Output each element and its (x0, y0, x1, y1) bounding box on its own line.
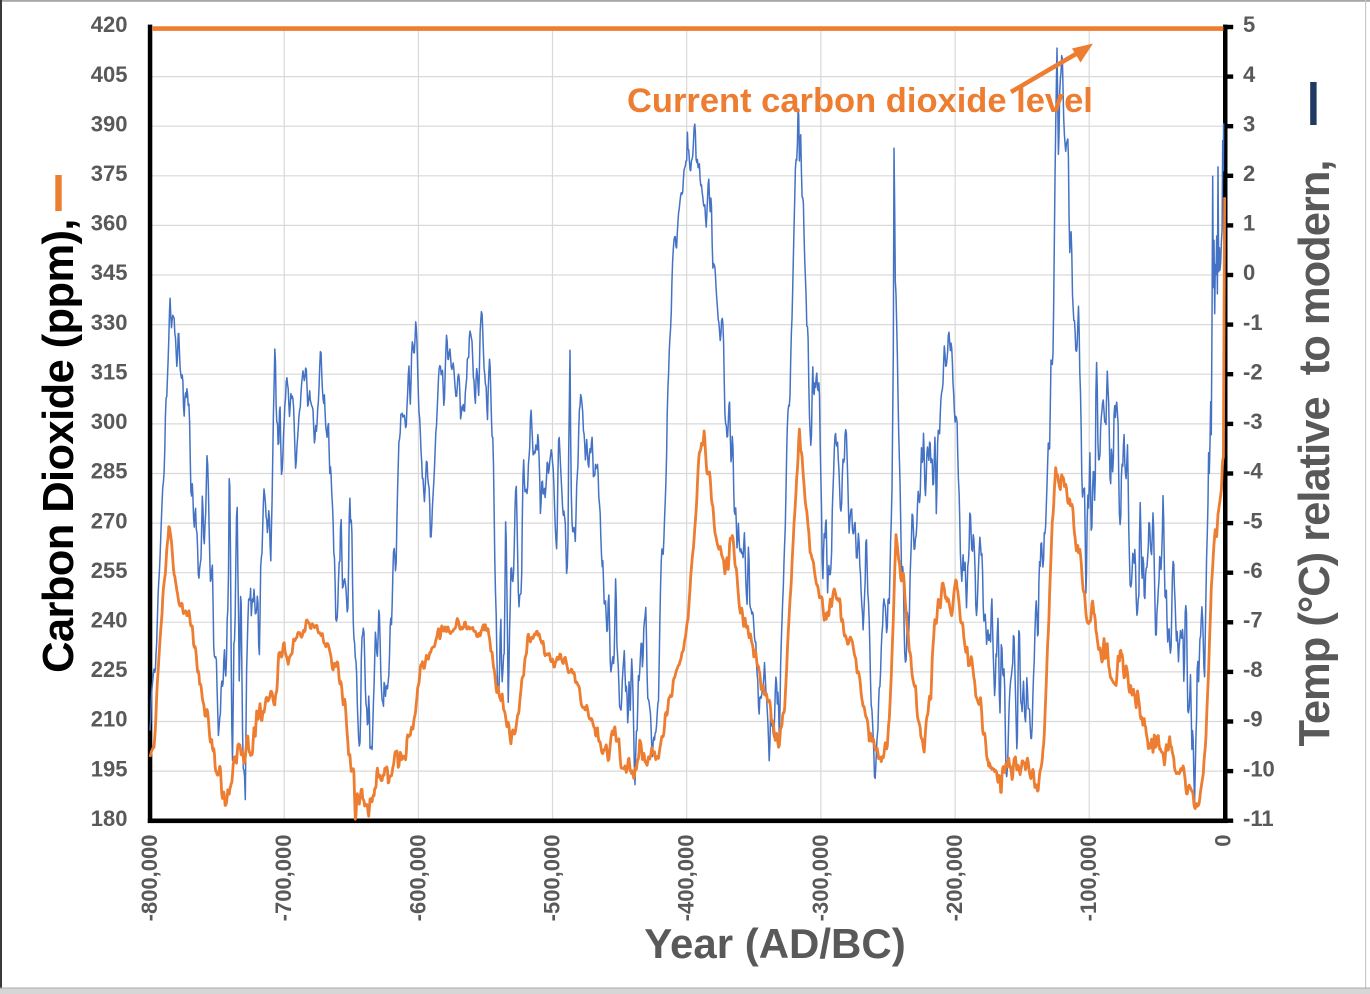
svg-text:285: 285 (91, 459, 128, 484)
svg-text:0: 0 (1210, 835, 1235, 847)
svg-text:180: 180 (91, 806, 128, 831)
svg-text:-11: -11 (1243, 806, 1274, 831)
svg-text:315: 315 (91, 359, 128, 384)
svg-text:Temp (°C) relative to modern,: Temp (°C) relative to modern, (1291, 160, 1339, 746)
svg-text:420: 420 (91, 12, 128, 37)
svg-text:-9: -9 (1243, 707, 1263, 732)
svg-text:210: 210 (91, 707, 128, 732)
svg-text:2: 2 (1243, 161, 1255, 186)
svg-text:360: 360 (91, 211, 128, 236)
svg-text:-700,000: -700,000 (271, 835, 296, 922)
svg-text:255: 255 (91, 558, 128, 583)
svg-text:-800,000: -800,000 (137, 835, 162, 922)
svg-text:195: 195 (91, 756, 128, 781)
svg-text:-4: -4 (1243, 459, 1263, 484)
svg-text:-7: -7 (1243, 608, 1263, 633)
svg-text:-3: -3 (1243, 409, 1263, 434)
svg-text:0: 0 (1243, 260, 1255, 285)
svg-text:-400,000: -400,000 (674, 835, 699, 922)
svg-text:300: 300 (91, 409, 128, 434)
svg-text:270: 270 (91, 508, 128, 533)
svg-text:375: 375 (91, 161, 128, 186)
svg-text:-6: -6 (1243, 558, 1263, 583)
svg-text:330: 330 (91, 310, 128, 335)
svg-text:-2: -2 (1243, 359, 1263, 384)
svg-text:Carbon Dioxide (ppm),: Carbon Dioxide (ppm), (35, 219, 83, 673)
svg-text:4: 4 (1243, 62, 1256, 87)
svg-text:-5: -5 (1243, 508, 1263, 533)
svg-text:-1: -1 (1243, 310, 1263, 335)
svg-text:-500,000: -500,000 (540, 835, 565, 922)
svg-text:1: 1 (1243, 211, 1255, 236)
svg-text:-100,000: -100,000 (1076, 835, 1101, 922)
svg-text:225: 225 (91, 657, 128, 682)
svg-text:Current carbon dioxide level: Current carbon dioxide level (627, 82, 1093, 120)
svg-text:405: 405 (91, 62, 128, 87)
svg-text:-600,000: -600,000 (405, 835, 430, 922)
svg-text:-200,000: -200,000 (942, 835, 967, 922)
svg-text:-300,000: -300,000 (808, 835, 833, 922)
svg-text:-8: -8 (1243, 657, 1263, 682)
svg-text:390: 390 (91, 111, 128, 136)
svg-text:345: 345 (91, 260, 128, 285)
svg-text:Year (AD/BC): Year (AD/BC) (644, 920, 905, 967)
svg-text:-10: -10 (1243, 756, 1275, 781)
svg-text:3: 3 (1243, 111, 1255, 136)
svg-text:240: 240 (91, 608, 128, 633)
svg-text:5: 5 (1243, 12, 1255, 37)
